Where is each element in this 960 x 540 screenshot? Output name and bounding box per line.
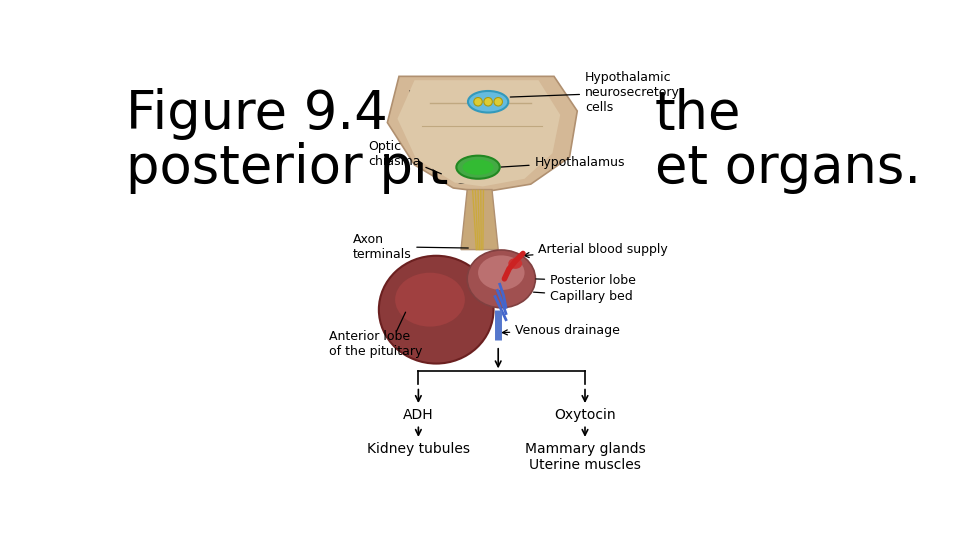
- Polygon shape: [388, 76, 577, 192]
- Text: Hypothalamus: Hypothalamus: [501, 156, 625, 168]
- Ellipse shape: [478, 255, 524, 290]
- Text: Kidney tubules: Kidney tubules: [367, 442, 469, 456]
- Text: Figure 9.4 Ho: Figure 9.4 Ho: [126, 88, 476, 140]
- Text: Optic
chiasma: Optic chiasma: [368, 140, 442, 174]
- Ellipse shape: [468, 250, 536, 308]
- Text: Hypothalamic
neurosecretory
cells: Hypothalamic neurosecretory cells: [511, 71, 680, 114]
- Circle shape: [494, 98, 502, 106]
- Text: the: the: [655, 88, 741, 140]
- Ellipse shape: [379, 256, 493, 363]
- Ellipse shape: [456, 156, 500, 179]
- Polygon shape: [397, 80, 561, 186]
- Circle shape: [474, 98, 482, 106]
- Text: Oxytocin: Oxytocin: [554, 408, 615, 422]
- Text: ADH: ADH: [403, 408, 434, 422]
- Ellipse shape: [396, 273, 465, 327]
- Text: Capillary bed: Capillary bed: [534, 289, 633, 302]
- Text: Posterior lobe: Posterior lobe: [536, 274, 636, 287]
- Ellipse shape: [508, 258, 522, 269]
- Text: Anterior lobe
of the pituitary: Anterior lobe of the pituitary: [329, 330, 422, 359]
- Circle shape: [484, 98, 492, 106]
- Text: et organs.: et organs.: [655, 142, 921, 194]
- Text: Venous drainage: Venous drainage: [502, 323, 620, 336]
- Ellipse shape: [463, 159, 493, 175]
- Text: Axon
terminals: Axon terminals: [352, 233, 468, 261]
- Polygon shape: [461, 190, 498, 249]
- Text: Mammary glands
Uterine muscles: Mammary glands Uterine muscles: [524, 442, 645, 472]
- Text: Arterial blood supply: Arterial blood supply: [524, 244, 668, 258]
- Text: posterior pitu: posterior pitu: [126, 142, 482, 194]
- Ellipse shape: [468, 91, 508, 112]
